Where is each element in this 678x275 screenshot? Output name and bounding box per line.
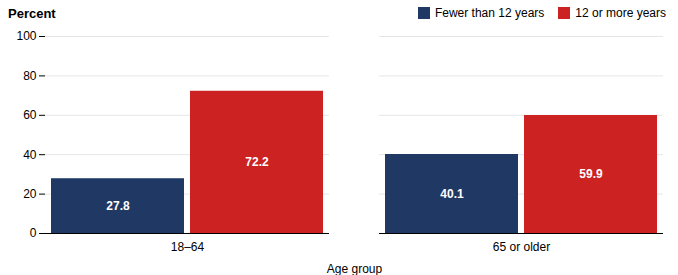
svg-text:65 or older: 65 or older (493, 240, 550, 254)
html-text:Fewer than 12 years: Fewer than 12 years (434, 6, 545, 20)
svg-text:18–64: 18–64 (171, 240, 205, 254)
html-text:12 or more years: 12 or more years (575, 6, 666, 20)
html-text:Percent: Percent (8, 5, 56, 21)
svg-text:100: 100 (16, 29, 36, 43)
svg-text:60: 60 (23, 108, 37, 122)
svg-text:27.8: 27.8 (106, 199, 130, 213)
svg-text:72.2: 72.2 (245, 155, 269, 169)
svg-text:40: 40 (23, 148, 37, 162)
svg-text:80: 80 (23, 69, 37, 83)
svg-text:0: 0 (30, 226, 37, 240)
svg-text:40.1: 40.1 (440, 187, 464, 201)
svg-text:59.9: 59.9 (579, 167, 603, 181)
svg-text:Age group: Age group (327, 262, 383, 275)
svg-text:20: 20 (23, 187, 37, 201)
